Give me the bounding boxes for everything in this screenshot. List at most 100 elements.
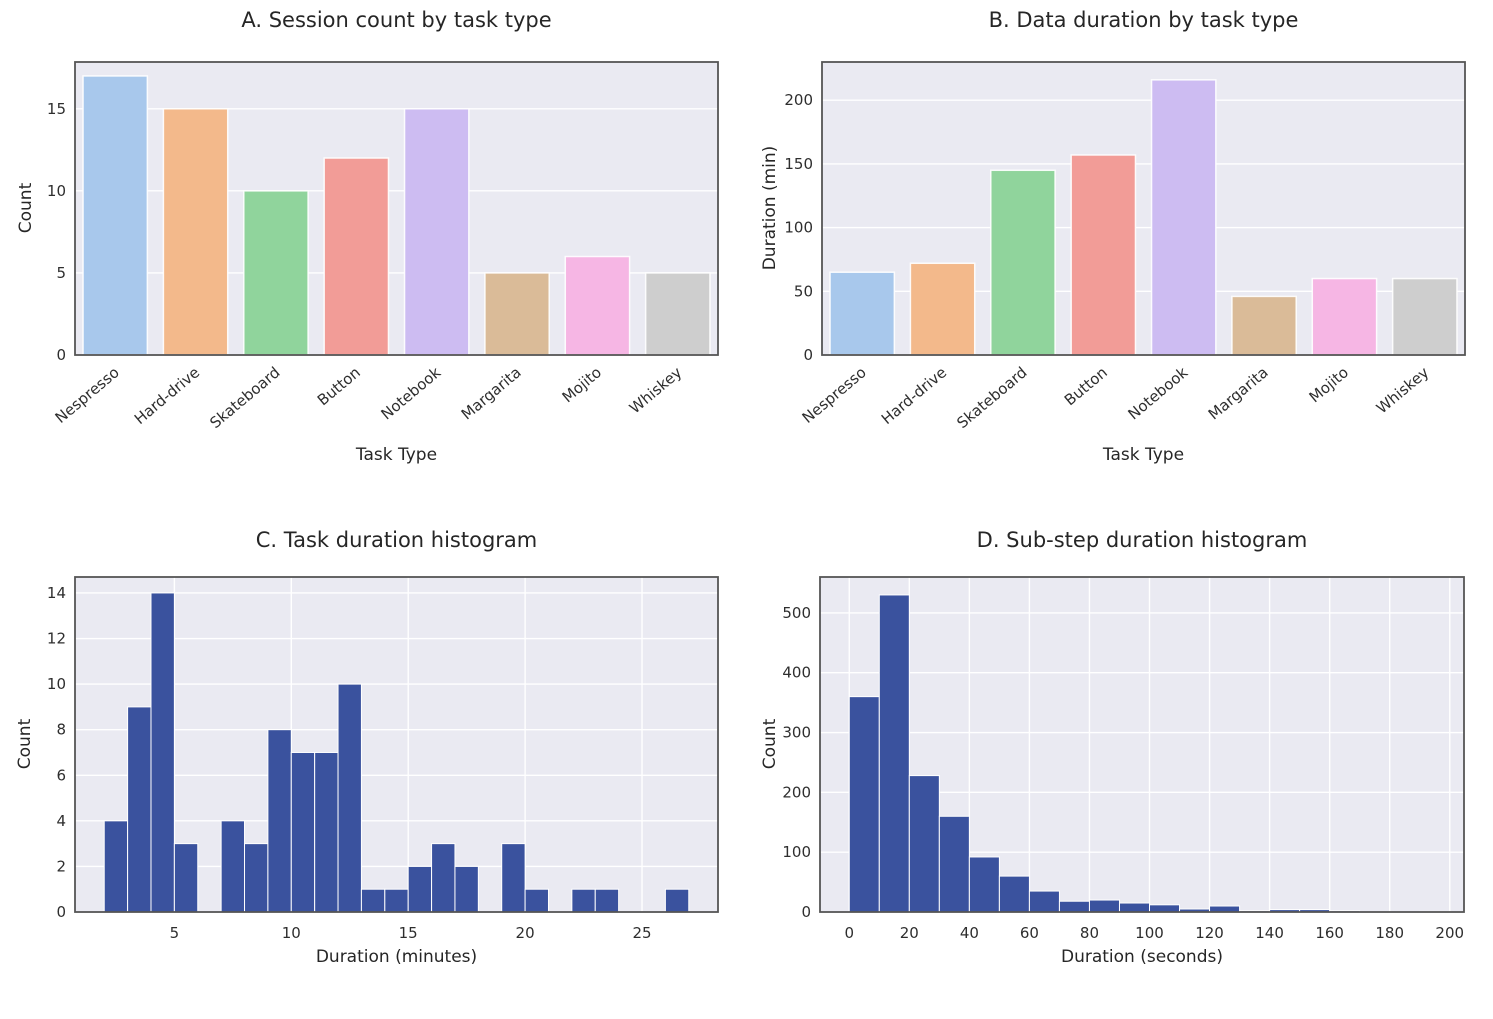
y-tick-label: 0 bbox=[56, 346, 66, 364]
y-tick-label: 400 bbox=[782, 664, 811, 682]
histogram-bar bbox=[938, 815, 970, 913]
panel-a-session-count: A. Session count by task type Nespresso H… bbox=[0, 0, 746, 510]
category-tick-label: Button bbox=[1061, 363, 1111, 409]
histogram-bar bbox=[384, 888, 409, 913]
x-tick-label: 140 bbox=[1255, 924, 1284, 942]
bar-notebook bbox=[1150, 79, 1217, 356]
category-tick-label: Mojito bbox=[559, 363, 605, 406]
panel-a-title: A. Session count by task type bbox=[241, 8, 552, 32]
y-tick-label: 8 bbox=[56, 721, 66, 739]
y-tick-label: 0 bbox=[801, 903, 811, 921]
panel-d-substep-duration-histogram: D. Sub-step duration histogram 0 20 40 60 80… bbox=[747, 510, 1493, 1019]
x-tick-label: 180 bbox=[1375, 924, 1404, 942]
histogram-bar bbox=[664, 888, 690, 913]
category-tick-label: Hard-drive bbox=[131, 363, 203, 428]
y-tick-label: 300 bbox=[782, 724, 811, 742]
category-tick-label: Skateboard bbox=[953, 363, 1030, 432]
x-tick-label: 20 bbox=[516, 924, 535, 942]
category-tick-label: Nespresso bbox=[52, 363, 123, 427]
x-tick-label: 40 bbox=[960, 924, 979, 942]
panel-b-data-duration: B. Data duration by task type Nespresso H… bbox=[747, 0, 1493, 510]
y-tick-label: 0 bbox=[803, 346, 813, 364]
bar-margarita bbox=[1231, 295, 1297, 356]
bar-margarita bbox=[484, 272, 550, 356]
panel-a-x-axis-label: Task Type bbox=[355, 445, 438, 465]
histogram-bar bbox=[908, 775, 940, 913]
x-tick-label: 20 bbox=[900, 924, 919, 942]
category-tick-label: Nespresso bbox=[799, 363, 870, 427]
histogram-bar bbox=[150, 592, 175, 913]
bar-button bbox=[323, 157, 390, 356]
bar-hard-drive bbox=[909, 262, 976, 356]
panel-d-x-axis-label: Duration (seconds) bbox=[1061, 947, 1223, 967]
x-tick-label: 80 bbox=[1080, 924, 1099, 942]
plot-border bbox=[74, 576, 719, 913]
category-tick-label: Skateboard bbox=[206, 363, 283, 432]
y-tick-label: 6 bbox=[56, 766, 66, 784]
category-tick-label: Margarita bbox=[458, 363, 525, 423]
panel-c-y-axis-label: Count bbox=[15, 718, 35, 770]
y-tick-label: 500 bbox=[782, 604, 811, 622]
histogram-bar bbox=[220, 820, 246, 913]
bar-nespresso bbox=[82, 75, 149, 356]
histogram-bar bbox=[360, 888, 386, 913]
histogram-bar bbox=[968, 856, 1000, 913]
x-tick-label: 100 bbox=[1135, 924, 1164, 942]
bar-whiskey bbox=[1391, 277, 1458, 356]
x-tick-label: 0 bbox=[844, 924, 854, 942]
y-tick-label: 12 bbox=[47, 630, 66, 648]
bar-skateboard bbox=[243, 190, 309, 356]
bar-mojito bbox=[564, 255, 631, 356]
category-tick-label: Mojito bbox=[1306, 363, 1352, 406]
bar-hard-drive bbox=[162, 108, 229, 356]
y-tick-label: 15 bbox=[47, 100, 66, 118]
y-tick-label: 100 bbox=[784, 219, 813, 237]
plot-border bbox=[819, 576, 1465, 913]
y-tick-label: 14 bbox=[47, 584, 66, 602]
y-tick-label: 50 bbox=[794, 282, 813, 300]
panel-c-task-duration-histogram: C. Task duration histogram 5 10 15 20 25 0 2 4 6… bbox=[0, 510, 746, 1019]
histogram-bar bbox=[337, 683, 362, 913]
category-tick-label: Notebook bbox=[1124, 363, 1191, 423]
y-tick-label: 2 bbox=[56, 857, 66, 875]
histogram-bar bbox=[244, 843, 269, 913]
histogram-bar bbox=[173, 843, 199, 913]
panel-d-plot-area: 0 20 40 60 80 100 120 140 160 180 200 0 100 200 300 400… bbox=[782, 576, 1465, 942]
x-tick-label: 10 bbox=[282, 924, 301, 942]
histogram-bar bbox=[1028, 890, 1060, 913]
histogram-bar bbox=[1058, 900, 1090, 913]
bar-whiskey bbox=[644, 272, 711, 356]
x-tick-label: 60 bbox=[1020, 924, 1039, 942]
histogram-bar bbox=[314, 751, 339, 913]
y-tick-label: 200 bbox=[784, 91, 813, 109]
histogram-bar bbox=[103, 820, 129, 913]
category-tick-label: Button bbox=[314, 363, 364, 409]
bar-mojito bbox=[1311, 277, 1378, 356]
panel-c-x-axis-label: Duration (minutes) bbox=[315, 947, 478, 967]
x-tick-label: 200 bbox=[1435, 924, 1464, 942]
histogram-bar bbox=[454, 865, 479, 913]
histogram-bar bbox=[1088, 899, 1120, 913]
y-tick-label: 10 bbox=[47, 675, 66, 693]
histogram-bar bbox=[998, 875, 1030, 913]
y-tick-label: 150 bbox=[784, 155, 813, 173]
histogram-bar bbox=[1118, 902, 1151, 913]
panel-c-plot-area: 5 10 15 20 25 0 2 4 6 8 10 12 14 bbox=[47, 576, 719, 942]
y-tick-label: 5 bbox=[56, 264, 66, 282]
histogram-bar bbox=[878, 594, 910, 913]
bar-nespresso bbox=[829, 271, 896, 356]
y-tick-label: 10 bbox=[47, 182, 66, 200]
category-tick-label: Whiskey bbox=[1373, 363, 1433, 417]
panel-a-plot-area: Nespresso Hard-drive Skateboard Button Noteb… bbox=[47, 61, 719, 432]
x-tick-label: 5 bbox=[170, 924, 180, 942]
histogram-bar bbox=[501, 843, 526, 913]
category-tick-label: Notebook bbox=[377, 363, 444, 423]
panel-b-title: B. Data duration by task type bbox=[988, 8, 1299, 32]
x-tick-label: 120 bbox=[1195, 924, 1224, 942]
y-tick-label: 100 bbox=[782, 843, 811, 861]
x-tick-label: 160 bbox=[1315, 924, 1344, 942]
x-tick-label: 15 bbox=[399, 924, 418, 942]
plot-border bbox=[74, 61, 719, 356]
category-tick-label: Whiskey bbox=[626, 363, 686, 417]
histogram-bar bbox=[524, 888, 549, 913]
